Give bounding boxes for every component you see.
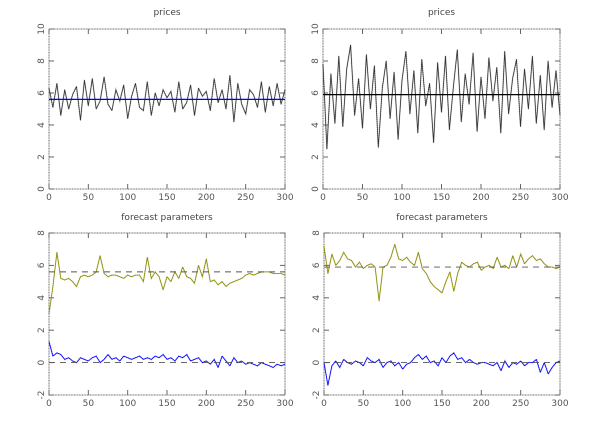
series-line-prices [322,44,561,150]
plot-title: forecast parameters [396,213,488,223]
plot-title: prices [428,8,455,18]
subplot-1: prices 0 50 100 150 200 250 300 0 2 4 6 8 10 [37,8,294,203]
series-shadow-prices [322,44,561,150]
x-tick-label: 100 [119,193,136,203]
y-tick-label: -2 [37,391,47,400]
y-tick-label: 0 [311,186,321,192]
x-tick-label: 200 [198,399,215,409]
y-tick-label: 10 [311,23,321,35]
x-tick-label: 50 [83,399,95,409]
x-tick-label: 0 [46,399,52,409]
plot-frame [48,232,286,396]
y-tick-label: 8 [311,58,321,64]
series-line-prices [48,75,286,123]
series-line-slope [323,352,561,386]
x-tick-label: 50 [83,193,95,203]
x-tick-label: 0 [46,193,52,203]
x-tick-label: 250 [237,399,254,409]
y-tick-label: 4 [37,122,47,128]
x-tick-label: 150 [433,399,450,409]
y-tick-label: 2 [311,154,321,160]
y-tick-label: 4 [311,122,321,128]
x-tick-label: 250 [237,193,254,203]
x-tick-label: 200 [473,399,490,409]
y-tick-label: 6 [37,90,47,96]
series-shadow-prices [48,75,286,122]
y-tick-label: 8 [37,230,47,236]
plot-title: prices [153,8,180,18]
x-tick-label: 300 [551,399,568,409]
x-tick-label: 300 [276,193,293,203]
series-line-level [48,251,286,315]
x-tick-label: 150 [158,399,175,409]
x-tick-label: 300 [276,399,293,409]
x-tick-label: 100 [393,193,410,203]
x-tick-label: 50 [357,193,369,203]
x-tick-label: 250 [512,193,529,203]
x-tick-label: 50 [358,399,370,409]
series-line-slope [48,341,286,368]
x-tick-label: 0 [320,193,326,203]
x-tick-label: 200 [198,193,215,203]
series-shadow-level [323,241,561,302]
y-tick-label: -2 [312,391,322,400]
y-tick-label: 10 [37,23,47,35]
x-tick-label: 300 [551,193,568,203]
subplot-2: prices 0 50 100 150 200 250 300 0 2 4 6 8 10 [311,8,569,203]
y-tick-label: 0 [37,359,47,365]
plot-frame [323,232,561,396]
series-line-level [323,243,561,302]
x-tick-label: 250 [512,399,529,409]
x-tick-label: 0 [321,399,327,409]
y-tick-label: 2 [37,154,47,160]
y-tick-label: 4 [37,295,47,301]
x-tick-label: 100 [119,399,136,409]
y-tick-label: 6 [312,262,322,268]
plot-frame [48,28,286,190]
x-tick-label: 100 [394,399,411,409]
y-tick-label: 8 [37,58,47,64]
y-tick-label: 4 [312,295,322,301]
x-tick-label: 200 [472,193,489,203]
x-tick-label: 150 [433,193,450,203]
y-tick-label: 6 [37,262,47,268]
plot-title: forecast parameters [121,213,213,223]
x-tick-label: 150 [158,193,175,203]
series-shadow-level [48,252,286,315]
y-tick-label: 2 [37,327,47,333]
y-tick-label: 6 [311,90,321,96]
series-shadow-slope [48,341,286,370]
y-tick-label: 0 [37,186,47,192]
y-tick-label: 2 [312,327,322,333]
y-tick-label: 8 [312,230,322,236]
y-tick-label: 0 [312,359,322,365]
